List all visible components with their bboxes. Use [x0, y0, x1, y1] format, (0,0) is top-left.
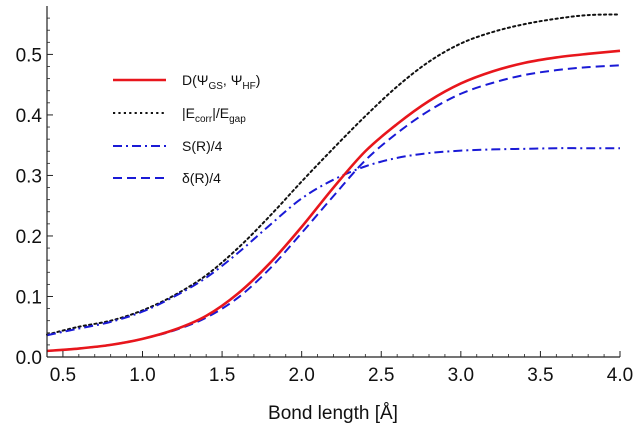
legend-label-1: |Ecorr|/Egap — [182, 105, 246, 125]
series-line-0 — [46, 49, 621, 353]
legend-label-3: δ(R)/4 — [182, 170, 221, 186]
series-line-3 — [46, 64, 621, 352]
x-tick-label: 2.5 — [368, 365, 394, 386]
series-line-2 — [46, 147, 620, 337]
legend-text-main: S(R)/4 — [182, 138, 223, 154]
legend-text-end: ) — [256, 72, 261, 88]
y-tick-label: 0.2 — [16, 227, 42, 248]
x-tick-label: 4.0 — [607, 365, 633, 386]
legend-text-mid: , Ψ — [223, 72, 242, 88]
y-tick-label: 0.4 — [16, 106, 43, 127]
y-tick-label: 0.3 — [16, 166, 42, 187]
legend-text-sub2: HF — [242, 81, 255, 92]
legend-text-main: δ(R)/4 — [182, 170, 221, 186]
y-tick-label: 0.5 — [16, 45, 42, 66]
x-tick-label: 2.0 — [288, 365, 314, 386]
x-tick-label: 0.5 — [50, 365, 76, 386]
x-tick-label: 3.5 — [527, 365, 553, 386]
legend-text-mid: |/E — [212, 105, 229, 121]
legend-text-sub2: gap — [229, 114, 246, 125]
legend-text-sub1: GS — [208, 81, 223, 92]
x-axis-label: Bond length [Å] — [268, 403, 398, 424]
legend: D(ΨGS, ΨHF) |Ecorr|/Egap S(R)/4 δ(R)/4 — [113, 72, 260, 186]
x-tick-label: 1.5 — [209, 365, 235, 386]
y-tick-label: 0.1 — [16, 287, 42, 308]
legend-text-main: |E — [182, 105, 195, 121]
series-line-1 — [46, 13, 621, 336]
x-tick-label: 1.0 — [129, 365, 155, 386]
legend-text-main: D(Ψ — [182, 72, 208, 88]
legend-text-sub1: corr — [195, 114, 213, 125]
legend-label-0: D(ΨGS, ΨHF) — [182, 72, 260, 92]
axis-ticks: 0.5 1.0 1.5 2.0 2.5 3.0 3.5 4.0 0.0 0.1 0.2 0.3 0.4 0… — [16, 17, 633, 386]
series-lines — [46, 13, 621, 353]
axes-frame — [46, 6, 620, 358]
y-tick-label: 0.0 — [16, 348, 42, 369]
legend-label-2: S(R)/4 — [182, 138, 223, 154]
x-tick-label: 3.0 — [448, 365, 474, 386]
